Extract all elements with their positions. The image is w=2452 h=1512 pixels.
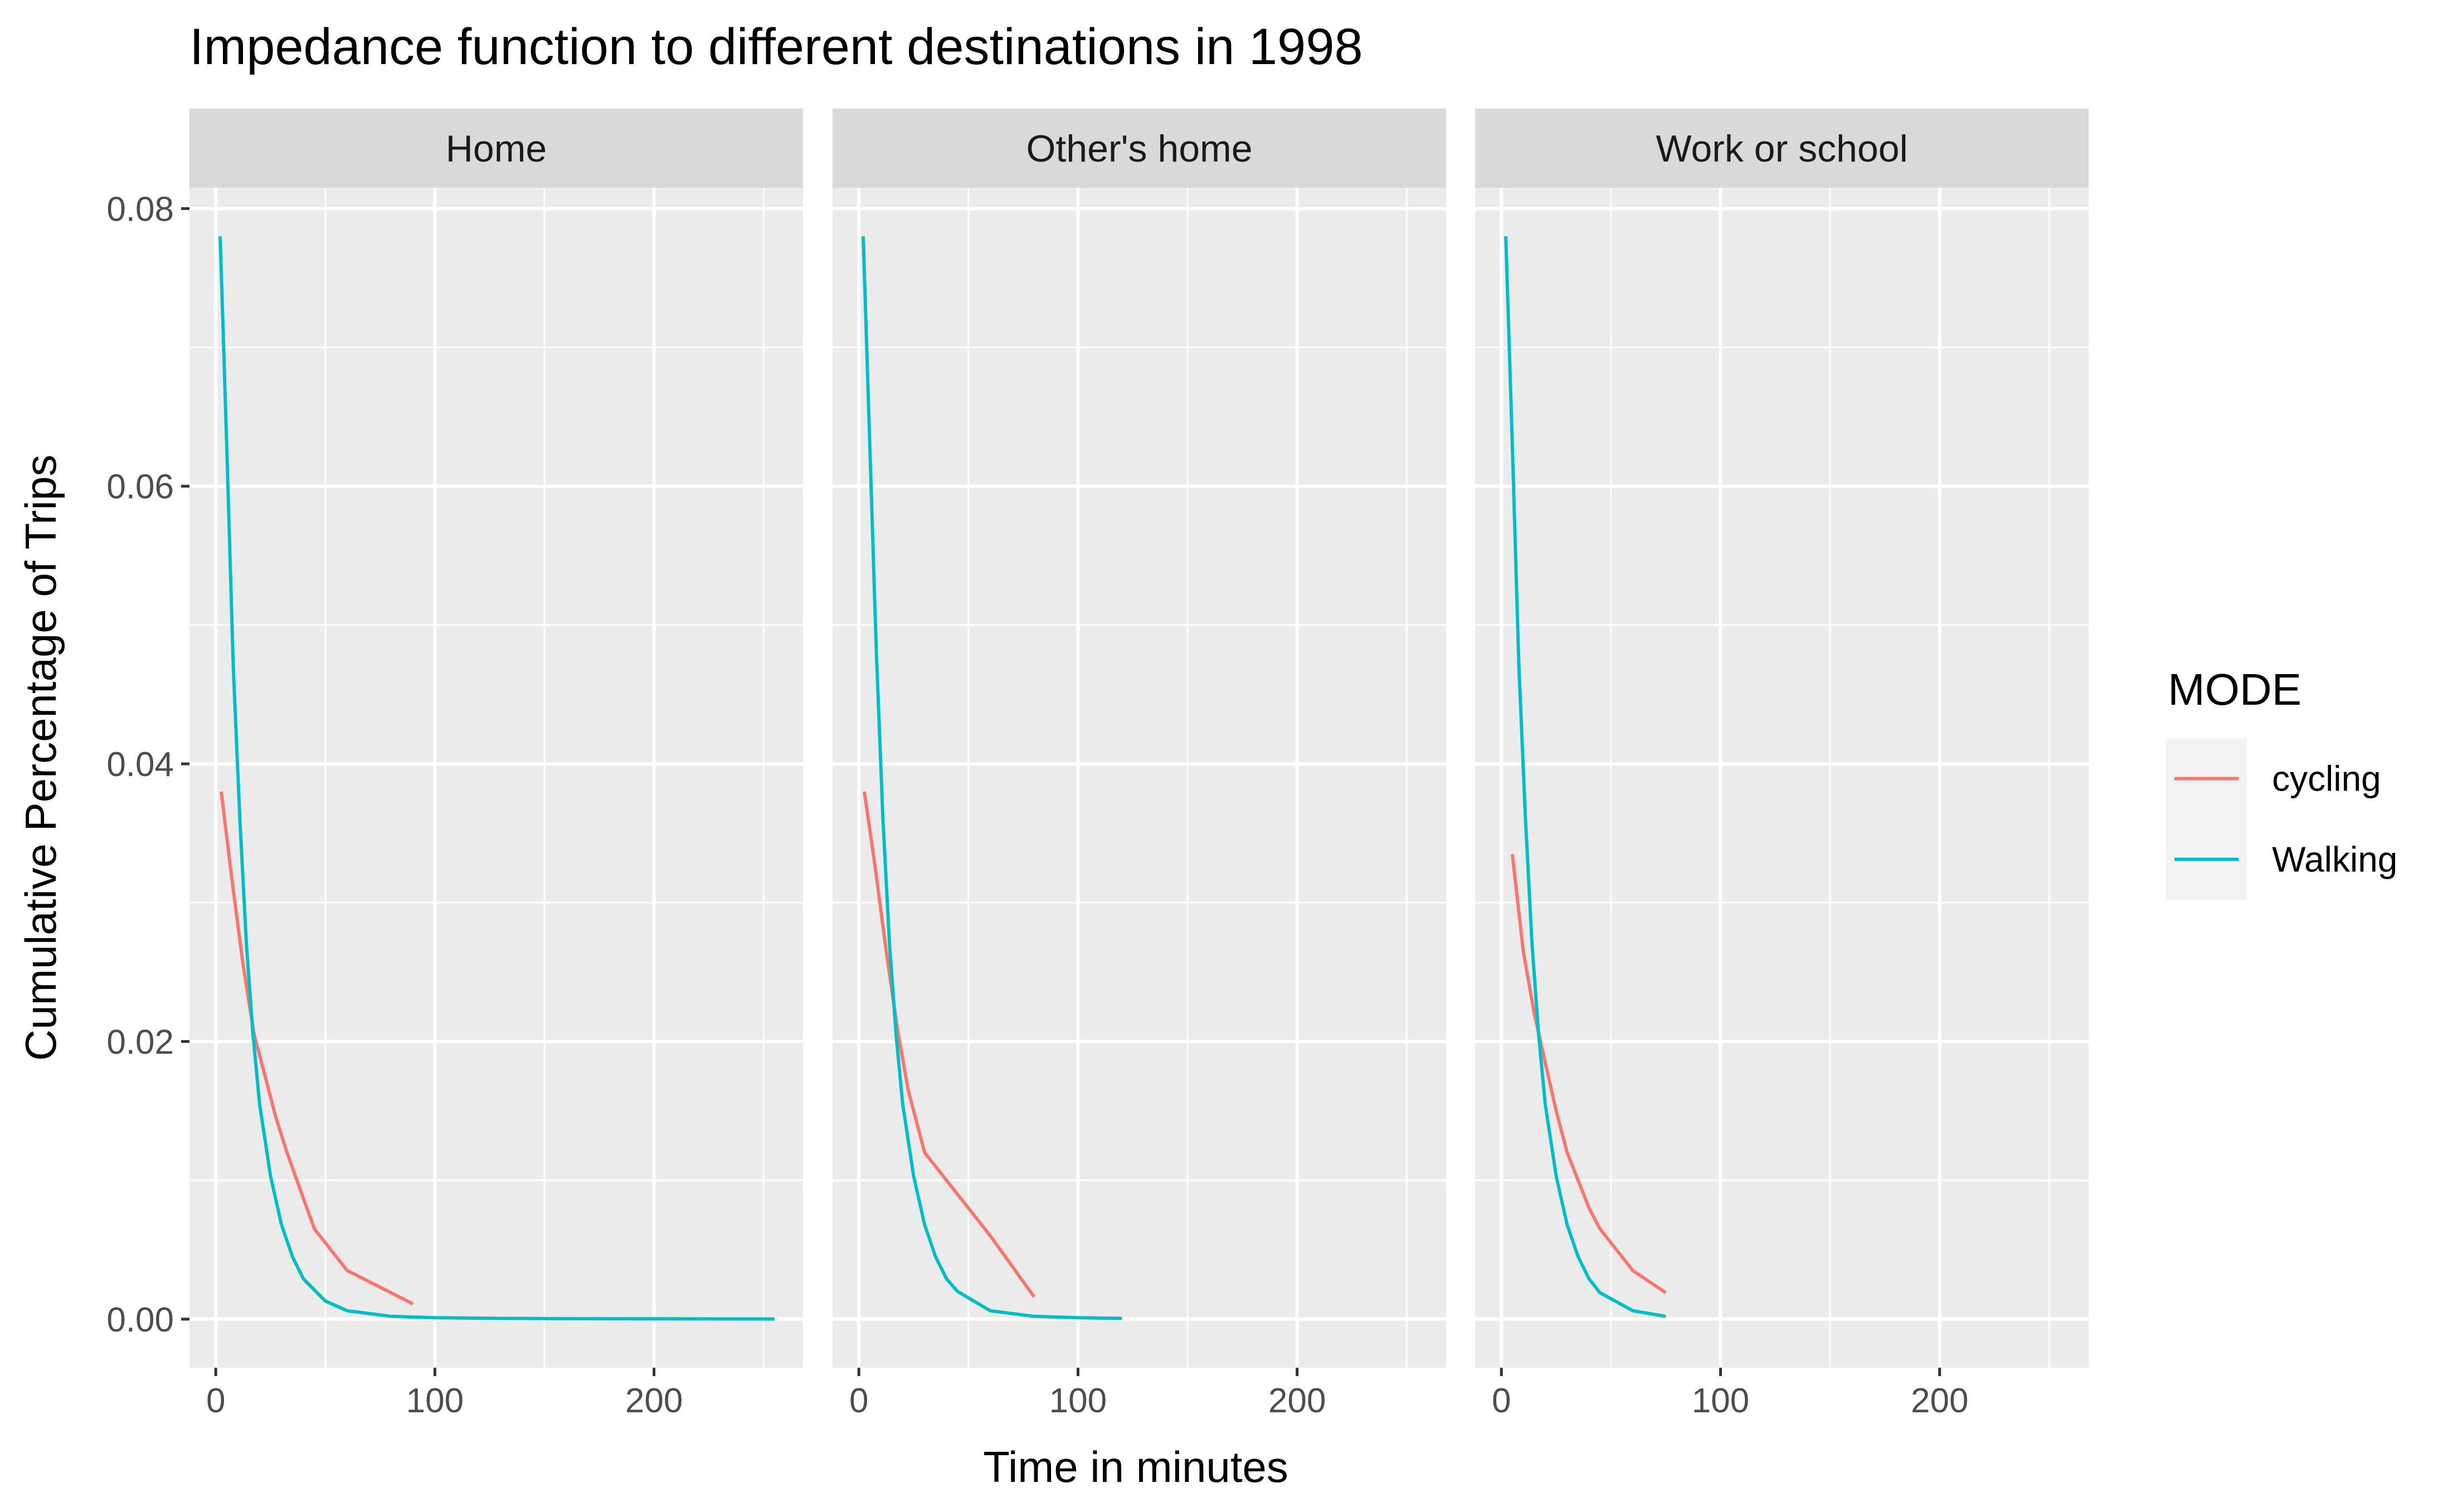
series-line-walking — [218, 236, 775, 1321]
y-tick-label: 0.04 — [106, 745, 174, 784]
series-line-cycling — [1510, 853, 1667, 1294]
facet-strip-label: Work or school — [1656, 128, 1908, 170]
x-tick-label: 200 — [1268, 1382, 1326, 1420]
x-axis-title: Time in minutes — [983, 1442, 1288, 1491]
panel-background — [833, 188, 1446, 1368]
series-line-walking — [1504, 236, 1666, 1318]
y-tick-label: 0.06 — [106, 468, 174, 506]
legend-title: MODE — [2168, 665, 2302, 714]
y-tick-label: 0.00 — [106, 1301, 174, 1339]
panel-background — [1475, 188, 2089, 1368]
facet-strip-label: Other's home — [1026, 128, 1252, 170]
facet-strip — [833, 109, 1446, 188]
series-line-cycling — [863, 791, 1036, 1298]
facet-strip — [189, 109, 803, 188]
panel-background — [189, 188, 803, 1368]
y-tick-label: 0.02 — [106, 1023, 174, 1061]
series-line-cycling — [220, 791, 414, 1306]
panel-work-or-school: Work or school 0 100 200 — [1475, 109, 2089, 1420]
x-tick-label: 0 — [206, 1382, 225, 1420]
x-tick-label: 200 — [625, 1382, 683, 1420]
y-tick-label: 0.08 — [106, 190, 174, 228]
y-axis-title: Cumulative Percentage of Trips — [16, 455, 65, 1061]
x-tick-label: 0 — [1492, 1382, 1511, 1420]
chart-title: Impedance function to different destinat… — [189, 18, 1363, 75]
panel-home: Home 0 100 200 — [189, 109, 803, 1420]
legend: MODE cycling Walking — [2166, 665, 2397, 900]
facet-strip-label: Home — [446, 128, 547, 170]
x-tick-label: 100 — [406, 1382, 464, 1420]
x-tick-label: 0 — [849, 1382, 868, 1420]
x-tick-label: 100 — [1692, 1382, 1749, 1420]
panel-other-s-home: Other's home 0 100 200 — [833, 109, 1446, 1420]
x-tick-label: 200 — [1911, 1382, 1968, 1420]
legend-label: cycling — [2272, 759, 2381, 799]
facet-strip — [1475, 109, 2089, 188]
y-axis: 0.00 0.02 0.04 0.06 0.08 — [106, 190, 189, 1339]
series-line-walking — [862, 236, 1122, 1320]
x-tick-label: 100 — [1049, 1382, 1107, 1420]
legend-label: Walking — [2272, 840, 2397, 880]
